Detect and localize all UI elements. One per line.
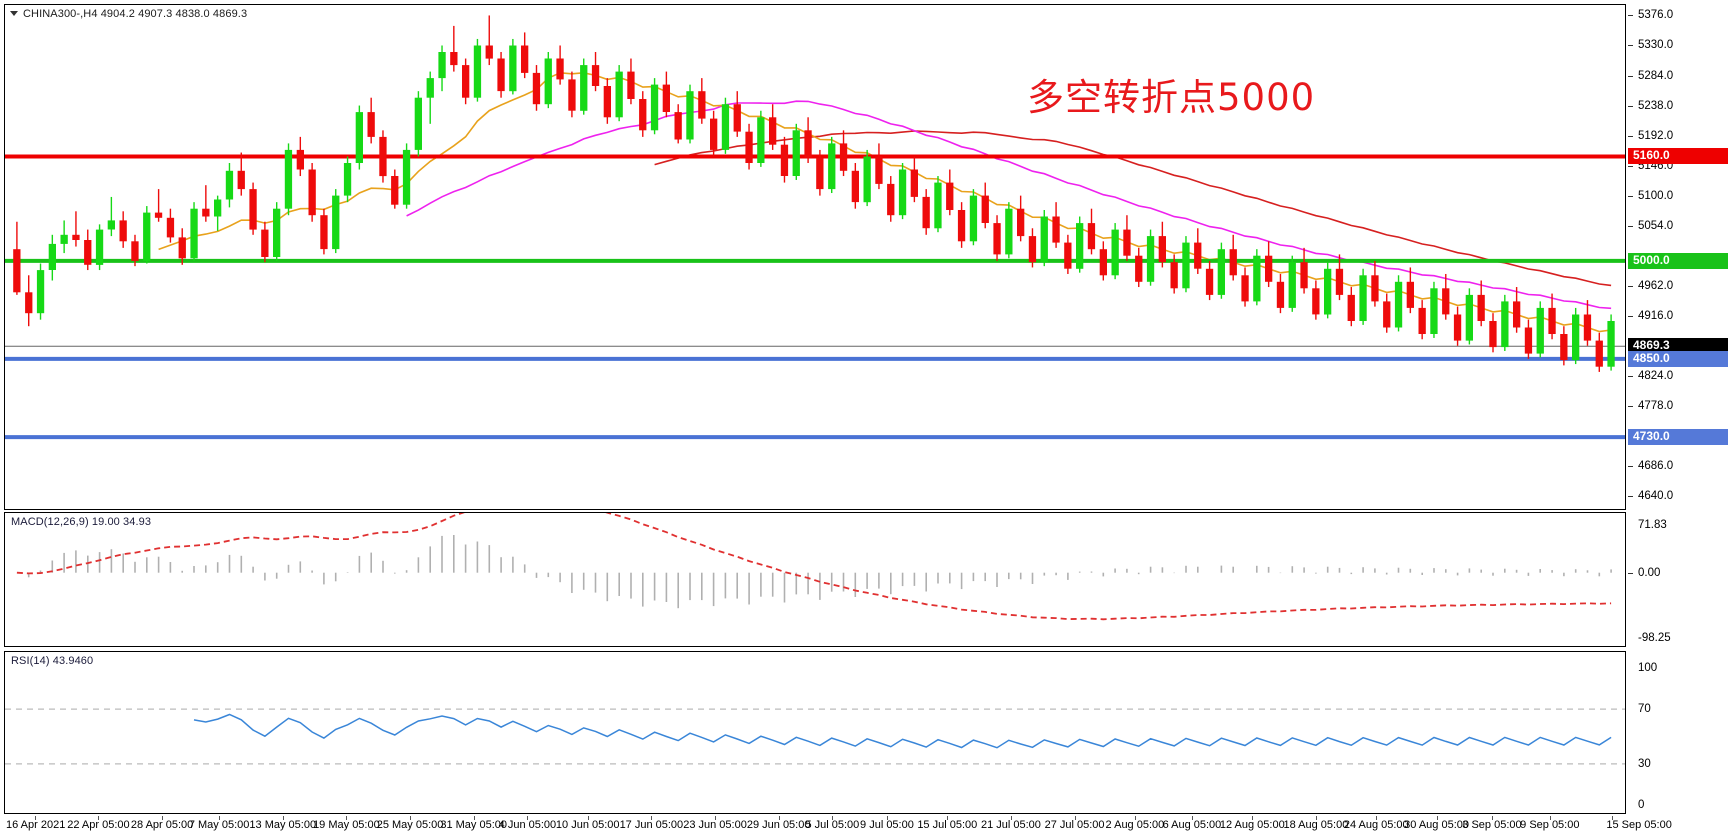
price-tick-4962-0: 4962.0 [1626, 280, 1673, 292]
chart-annotation-text: 多空转折点5000 [1027, 76, 1316, 119]
time-label-18: 2 Aug 05:00 [1105, 819, 1165, 831]
time-label-0: 16 Apr 2021 [6, 819, 66, 831]
time-tick-mark [778, 816, 780, 820]
price-tick-4640-0: 4640.0 [1626, 490, 1673, 502]
time-tick-mark [1549, 816, 1551, 820]
macd-tick-9825: -98.25 [1638, 632, 1671, 644]
time-tick-mark [34, 816, 36, 820]
time-label-1: 22 Apr 05:00 [67, 819, 130, 831]
price-tick-4824-0: 4824.0 [1626, 370, 1673, 382]
time-label-19: 6 Aug 05:00 [1162, 819, 1222, 831]
time-tick-mark [886, 816, 888, 820]
time-tick-mark [651, 816, 653, 820]
time-tick-mark [473, 816, 475, 820]
symbol-ohlc-label: CHINA300-,H4 4904.2 4907.3 4838.0 4869.3 [23, 8, 248, 20]
macd-indicator-pane[interactable]: MACD(12,26,9) 19.00 34.93 [4, 512, 1626, 647]
price-plot-area[interactable] [5, 5, 1625, 509]
macd-tick-000: 0.00 [1626, 567, 1660, 579]
time-label-3: 7 May 05:00 [188, 819, 250, 831]
time-label-15: 15 Jul 05:00 [917, 819, 978, 831]
macd-label: MACD(12,26,9) 19.00 34.93 [11, 516, 152, 528]
price-tick-4778-0: 4778.0 [1626, 400, 1673, 412]
time-label-14: 9 Jul 05:00 [860, 819, 914, 831]
time-tick-mark [346, 816, 348, 820]
time-tick-mark [219, 816, 221, 820]
price-scale[interactable]: 5376.0 5330.0 5284.0 5238.0 5192.0 5146.0 5100… [1626, 0, 1732, 838]
rsi-plot-area[interactable] [5, 652, 1625, 813]
time-label-2: 28 Apr 05:00 [130, 819, 194, 831]
time-label-11: 23 Jun 05:00 [683, 819, 747, 831]
price-tick-5376-0: 5376.0 [1626, 9, 1673, 21]
time-label-21: 18 Aug 05:00 [1283, 819, 1349, 831]
time-label-12: 29 Jun 05:00 [746, 819, 811, 831]
time-tick-mark [1611, 816, 1613, 820]
time-label-6: 25 May 05:00 [376, 819, 444, 831]
price-tick-5238-0: 5238.0 [1626, 100, 1673, 112]
price-tick-5192-0: 5192.0 [1626, 130, 1673, 142]
macd-tick-7183: 71.83 [1638, 519, 1667, 531]
time-tick-mark [1191, 816, 1193, 820]
rsi-indicator-pane[interactable]: RSI(14) 43.9460 [4, 651, 1626, 814]
rsi-tick-100: 100 [1638, 662, 1658, 674]
time-label-13: 5 Jul 05:00 [805, 819, 860, 831]
time-tick-mark [587, 816, 589, 820]
rsi-tick-70: 70 [1638, 703, 1651, 716]
time-axis[interactable]: 16 Apr 2021 22 Apr 05:00 28 Apr 05:00 7 May… [4, 816, 1728, 838]
time-tick-mark [527, 816, 529, 820]
time-label-17: 27 Jul 05:00 [1044, 819, 1105, 831]
time-tick-mark [282, 816, 284, 820]
price-tick-5054-0: 5054.0 [1626, 220, 1673, 232]
price-tick-4916-0: 4916.0 [1626, 310, 1673, 322]
price-tick-5284-0: 5284.0 [1626, 70, 1673, 82]
macd-plot-area[interactable] [5, 513, 1625, 646]
time-label-22: 24 Aug 05:00 [1343, 819, 1409, 831]
time-tick-mark [1074, 816, 1076, 820]
price-label-support-4850: 4850.0 [1628, 350, 1728, 367]
time-tick-mark [715, 816, 717, 820]
time-tick-mark [832, 816, 834, 820]
time-tick-mark [162, 816, 164, 820]
time-tick-mark [1376, 816, 1378, 820]
time-tick-mark [1491, 816, 1493, 820]
price-chart-pane[interactable]: CHINA300-,H4 4904.2 4907.3 4838.0 4869.3… [4, 4, 1626, 510]
price-tick-5330-0: 5330.0 [1626, 39, 1673, 51]
time-label-16: 21 Jul 05:00 [980, 819, 1041, 831]
time-tick-mark [1436, 816, 1438, 820]
time-tick-mark [1252, 816, 1254, 820]
rsi-label: RSI(14) 43.9460 [11, 655, 94, 667]
price-label-last-price-4869: 4869.3 [1628, 338, 1728, 355]
price-tick-4686-0: 4686.0 [1626, 460, 1673, 472]
time-label-26: 15 Sep 05:00 [1606, 819, 1672, 831]
time-label-4: 13 May 05:00 [249, 819, 317, 831]
price-label-pivot-5000: 5000.0 [1628, 252, 1728, 269]
time-label-25: 9 Sep 05:00 [1520, 819, 1580, 831]
time-tick-mark [1315, 816, 1317, 820]
time-tick-mark [410, 816, 412, 820]
price-label-support-4730: 4730.0 [1628, 429, 1728, 446]
time-label-7: 31 May 05:00 [440, 819, 507, 831]
rsi-tick-0: 0 [1638, 799, 1645, 811]
time-tick-mark [947, 816, 949, 820]
time-tick-mark [98, 816, 100, 820]
time-label-5: 19 May 05:00 [313, 819, 380, 831]
time-label-23: 30 Aug 05:00 [1404, 819, 1469, 831]
time-tick-mark [1010, 816, 1012, 820]
time-label-24: 3 Sep 05:00 [1462, 819, 1522, 831]
collapse-triangle-icon[interactable] [10, 11, 18, 16]
rsi-tick-30: 30 [1638, 757, 1651, 770]
time-label-8: 4 Jun 05:00 [498, 819, 557, 831]
price-label-resistance-5160: 5160.0 [1628, 148, 1728, 165]
time-label-9: 10 Jun 05:00 [555, 819, 620, 831]
time-label-20: 12 Aug 05:00 [1219, 819, 1285, 831]
time-label-10: 17 Jun 05:00 [619, 819, 684, 831]
time-tick-mark [1134, 816, 1136, 820]
price-tick-5100-0: 5100.0 [1626, 190, 1673, 202]
